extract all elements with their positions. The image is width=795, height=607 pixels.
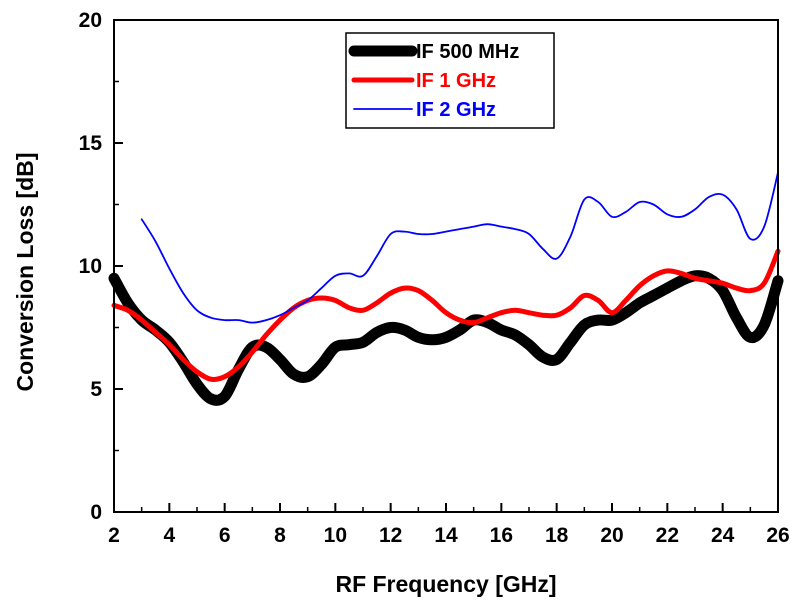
y-tick-label: 0 xyxy=(90,501,102,524)
x-tick-label: 18 xyxy=(545,524,569,547)
legend-label: IF 2 GHz xyxy=(416,99,496,121)
x-tick-label: 10 xyxy=(324,524,347,547)
x-tick-label: 12 xyxy=(379,524,402,547)
y-tick-label: 5 xyxy=(90,378,102,401)
x-tick-label: 6 xyxy=(219,524,231,547)
x-tick-label: 26 xyxy=(766,524,789,547)
x-tick-label: 20 xyxy=(600,524,623,547)
y-tick-label: 15 xyxy=(79,132,103,155)
legend-label: IF 1 GHz xyxy=(416,70,496,92)
y-tick-label: 10 xyxy=(79,255,102,278)
x-axis-title: RF Frequency [GHz] xyxy=(335,571,556,597)
legend-entries: IF 500 MHz IF 1 GHz IF 2 GHz xyxy=(348,41,519,121)
x-tick-label: 8 xyxy=(274,524,286,547)
y-axis-title: Conversion Loss [dB] xyxy=(12,153,38,392)
x-tick-label: 2 xyxy=(108,524,120,547)
y-tick-label: 20 xyxy=(79,9,102,32)
legend: IF 500 MHz IF 1 GHz IF 2 GHz xyxy=(345,32,555,129)
x-tick-label: 22 xyxy=(656,524,679,547)
x-tick-label: 16 xyxy=(490,524,513,547)
series-line xyxy=(111,248,781,382)
x-tick-label: 4 xyxy=(163,524,175,547)
series-line xyxy=(108,270,784,406)
series-lines xyxy=(108,171,784,406)
legend-label: IF 500 MHz xyxy=(416,41,519,63)
plot-frame xyxy=(113,19,779,513)
x-tick-label: 14 xyxy=(434,524,458,547)
x-tick-label: 24 xyxy=(711,524,735,547)
series-line xyxy=(140,171,779,324)
